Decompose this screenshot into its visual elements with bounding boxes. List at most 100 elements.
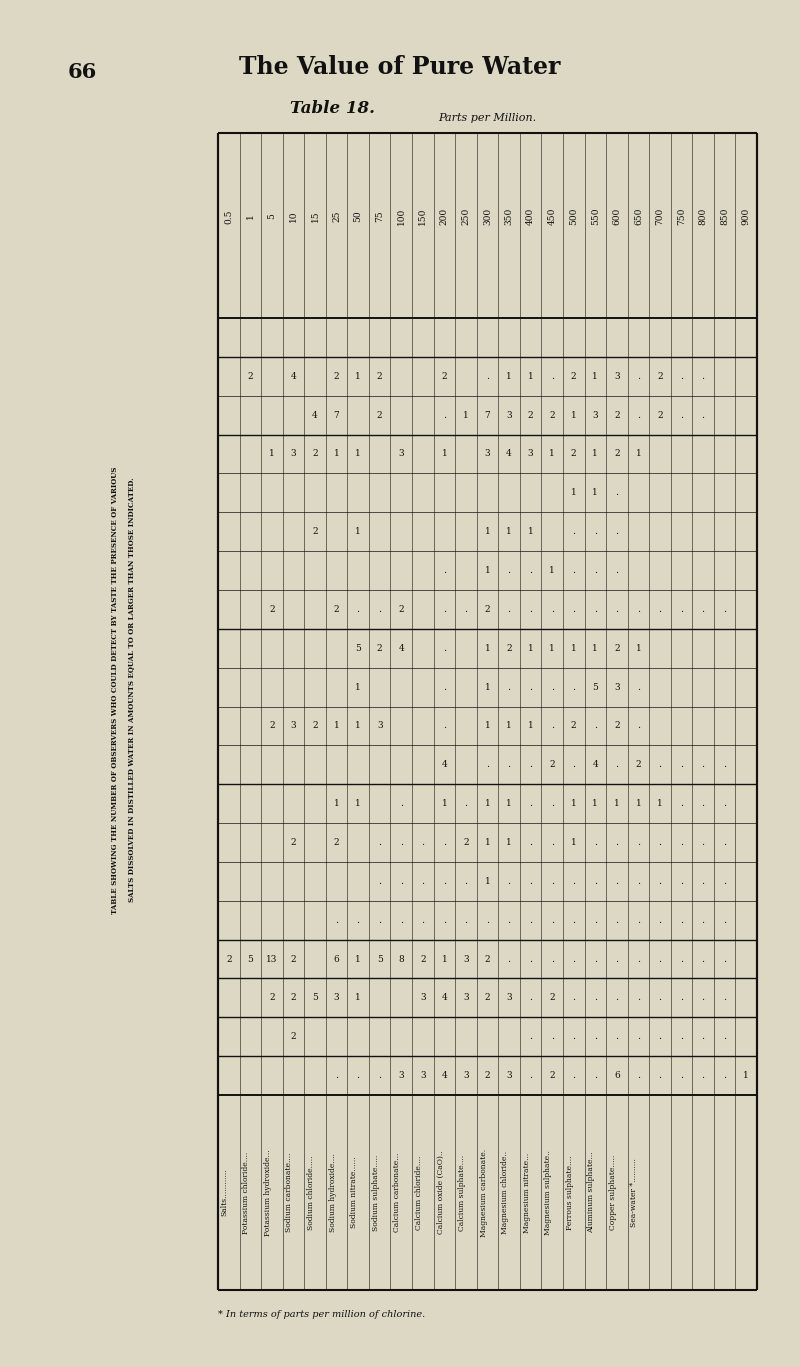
Text: .: . [658, 876, 662, 886]
Text: .: . [594, 838, 597, 848]
Text: 1: 1 [571, 644, 577, 652]
Text: 2: 2 [636, 760, 642, 770]
Text: SALTS DISSOLVED IN DISTILLED WATER IN AMOUNTS EQUAL TO OR LARGER THAN THOSE INDI: SALTS DISSOLVED IN DISTILLED WATER IN AM… [127, 477, 135, 902]
Text: 600: 600 [612, 208, 622, 226]
Text: 650: 650 [634, 208, 643, 226]
Text: .: . [443, 410, 446, 420]
Text: .: . [529, 916, 532, 924]
Text: .: . [443, 722, 446, 730]
Text: 13: 13 [266, 954, 278, 964]
Text: 2: 2 [614, 644, 620, 652]
Text: Sea-water *..........: Sea-water *.......... [630, 1158, 638, 1228]
Text: .: . [443, 838, 446, 848]
Text: 3: 3 [506, 1072, 512, 1080]
Text: 200: 200 [440, 208, 449, 224]
Text: .: . [615, 838, 618, 848]
Text: 1: 1 [635, 644, 642, 652]
Text: 2: 2 [247, 372, 253, 381]
Text: .: . [572, 876, 575, 886]
Text: 900: 900 [742, 208, 750, 226]
Text: .: . [594, 722, 597, 730]
Text: 3: 3 [398, 450, 404, 458]
Text: 2: 2 [614, 410, 620, 420]
Text: .: . [486, 916, 489, 924]
Text: .: . [357, 1072, 360, 1080]
Text: Sodium chloride.....: Sodium chloride..... [307, 1155, 315, 1230]
Text: .: . [615, 994, 618, 1002]
Text: 2: 2 [528, 410, 534, 420]
Text: .: . [357, 604, 360, 614]
Text: 1: 1 [355, 682, 361, 692]
Text: .: . [572, 760, 575, 770]
Text: .: . [615, 488, 618, 498]
Text: 2: 2 [334, 604, 339, 614]
Text: .: . [702, 410, 705, 420]
Text: Potassium chloride....: Potassium chloride.... [242, 1151, 250, 1233]
Text: 2: 2 [571, 722, 577, 730]
Text: 1: 1 [246, 213, 255, 219]
Text: .: . [637, 410, 640, 420]
Text: .: . [702, 838, 705, 848]
Text: 8: 8 [398, 954, 404, 964]
Text: 2: 2 [269, 994, 274, 1002]
Text: 1: 1 [614, 800, 620, 808]
Text: .: . [507, 604, 510, 614]
Text: 2: 2 [377, 410, 382, 420]
Text: 2: 2 [506, 644, 512, 652]
Text: .: . [529, 682, 532, 692]
Text: .: . [422, 876, 424, 886]
Text: 3: 3 [463, 1072, 469, 1080]
Text: 1: 1 [485, 876, 490, 886]
Text: 150: 150 [418, 208, 427, 226]
Text: .: . [637, 682, 640, 692]
Text: 4: 4 [442, 994, 447, 1002]
Text: .: . [637, 722, 640, 730]
Text: 1: 1 [571, 800, 577, 808]
Text: 450: 450 [548, 208, 557, 226]
Text: .: . [637, 372, 640, 381]
Text: 1: 1 [593, 450, 598, 458]
Text: .: . [680, 838, 683, 848]
Text: 25: 25 [332, 211, 341, 221]
Text: .: . [680, 954, 683, 964]
Text: Copper sulphate.....: Copper sulphate..... [609, 1155, 617, 1230]
Text: 1: 1 [550, 566, 555, 576]
Text: .: . [550, 372, 554, 381]
Text: 5: 5 [267, 213, 277, 219]
Text: .: . [400, 876, 403, 886]
Text: 1: 1 [269, 450, 274, 458]
Text: .: . [422, 838, 424, 848]
Text: .: . [680, 1072, 683, 1080]
Text: .: . [594, 566, 597, 576]
Text: .: . [680, 994, 683, 1002]
Text: 1: 1 [355, 528, 361, 536]
Text: 5: 5 [355, 644, 361, 652]
Text: 1: 1 [334, 800, 339, 808]
Text: .: . [507, 566, 510, 576]
Text: .: . [615, 954, 618, 964]
Text: 4: 4 [290, 372, 296, 381]
Text: .: . [637, 994, 640, 1002]
Text: Table 18.: Table 18. [290, 100, 375, 118]
Text: .: . [443, 604, 446, 614]
Text: .: . [507, 682, 510, 692]
Text: 1: 1 [355, 954, 361, 964]
Text: .: . [702, 1072, 705, 1080]
Text: .: . [658, 760, 662, 770]
Text: 2: 2 [442, 372, 447, 381]
Text: 1: 1 [485, 528, 490, 536]
Text: 1: 1 [593, 488, 598, 498]
Text: .: . [723, 876, 726, 886]
Text: .: . [702, 800, 705, 808]
Text: .: . [335, 1072, 338, 1080]
Text: 2: 2 [312, 528, 318, 536]
Text: .: . [594, 528, 597, 536]
Text: 2: 2 [571, 450, 577, 458]
Text: 15: 15 [310, 211, 319, 221]
Text: 1: 1 [571, 488, 577, 498]
Text: .: . [378, 604, 382, 614]
Text: 1: 1 [506, 372, 512, 381]
Text: .: . [637, 916, 640, 924]
Text: TABLE SHOWING THE NUMBER OF OBSERVERS WHO COULD DETECT BY TASTE THE PRESENCE OF : TABLE SHOWING THE NUMBER OF OBSERVERS WH… [111, 466, 119, 913]
Text: 1: 1 [442, 954, 447, 964]
